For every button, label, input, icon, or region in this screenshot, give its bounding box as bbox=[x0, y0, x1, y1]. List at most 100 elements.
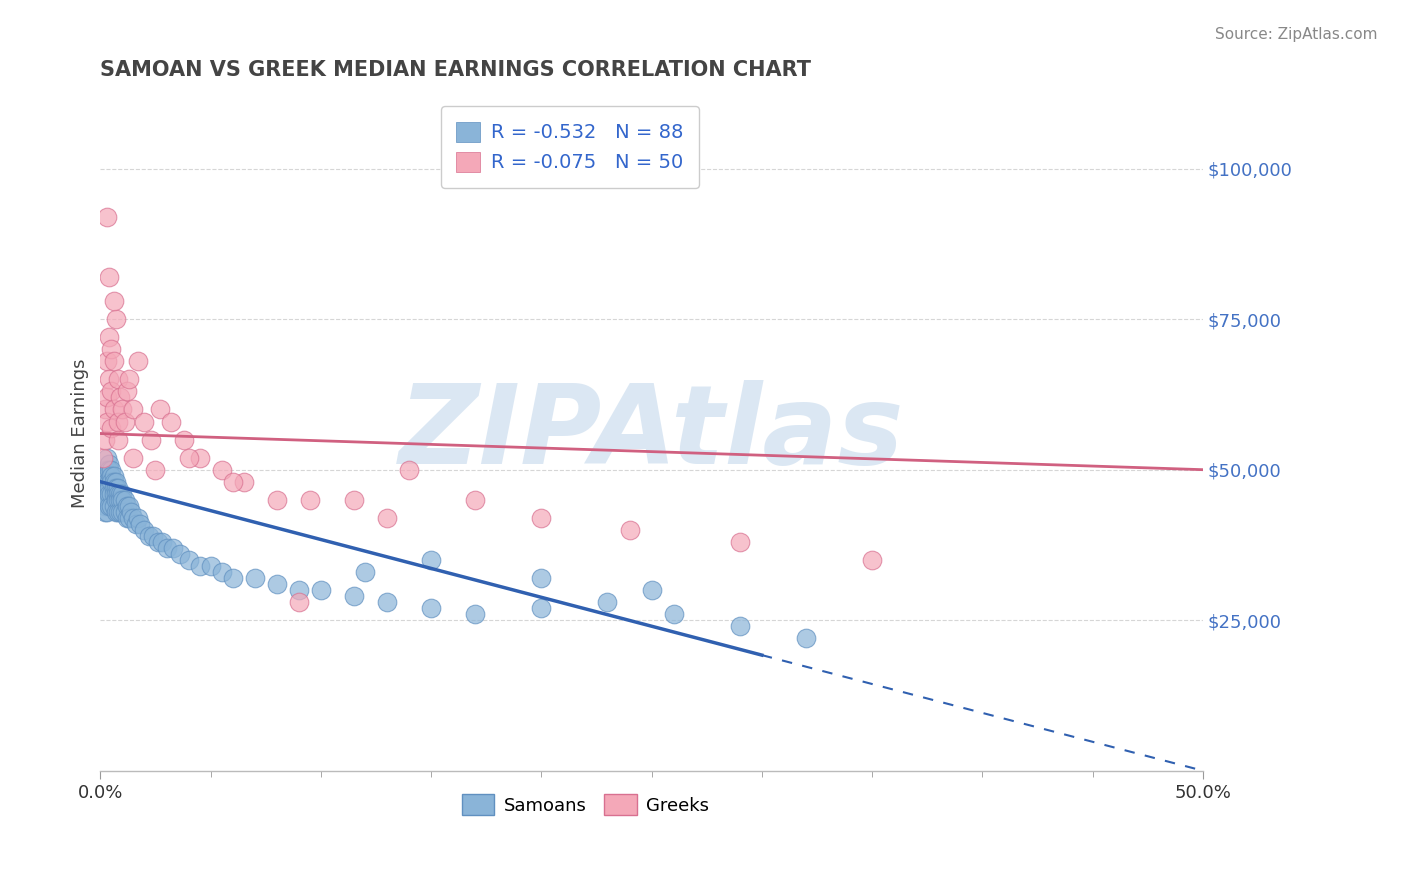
Point bbox=[96, 481, 118, 495]
Point bbox=[127, 354, 149, 368]
Point bbox=[619, 523, 641, 537]
Point bbox=[188, 450, 211, 465]
Point bbox=[596, 595, 619, 609]
Point bbox=[107, 481, 129, 495]
Point bbox=[188, 559, 211, 574]
Point bbox=[104, 312, 127, 326]
Point bbox=[108, 391, 131, 405]
Point bbox=[96, 354, 118, 368]
Point bbox=[103, 354, 125, 368]
Point bbox=[200, 559, 222, 574]
Point bbox=[94, 505, 117, 519]
Point bbox=[100, 475, 122, 489]
Text: ZIPAtlas: ZIPAtlas bbox=[399, 380, 904, 487]
Point bbox=[420, 601, 443, 615]
Point bbox=[100, 463, 122, 477]
Point bbox=[728, 535, 751, 549]
Point bbox=[104, 481, 127, 495]
Legend: Samoans, Greeks: Samoans, Greeks bbox=[454, 787, 716, 822]
Point bbox=[100, 420, 122, 434]
Point bbox=[96, 210, 118, 224]
Y-axis label: Median Earnings: Median Earnings bbox=[72, 359, 89, 508]
Point bbox=[107, 487, 129, 501]
Point bbox=[266, 577, 288, 591]
Point bbox=[114, 415, 136, 429]
Point bbox=[103, 487, 125, 501]
Point bbox=[108, 492, 131, 507]
Point bbox=[111, 505, 134, 519]
Point bbox=[398, 463, 420, 477]
Point bbox=[173, 433, 195, 447]
Point bbox=[103, 468, 125, 483]
Point bbox=[107, 505, 129, 519]
Point bbox=[94, 481, 117, 495]
Point bbox=[138, 529, 160, 543]
Point bbox=[221, 475, 243, 489]
Point bbox=[104, 487, 127, 501]
Point bbox=[127, 511, 149, 525]
Point bbox=[94, 402, 117, 417]
Text: Source: ZipAtlas.com: Source: ZipAtlas.com bbox=[1215, 27, 1378, 42]
Point bbox=[103, 294, 125, 309]
Point bbox=[232, 475, 254, 489]
Point bbox=[530, 601, 553, 615]
Point bbox=[100, 343, 122, 357]
Point bbox=[96, 415, 118, 429]
Point bbox=[145, 463, 167, 477]
Point bbox=[288, 583, 311, 598]
Point bbox=[177, 553, 200, 567]
Point bbox=[115, 384, 138, 399]
Point bbox=[100, 499, 122, 513]
Point bbox=[288, 595, 311, 609]
Point bbox=[91, 450, 114, 465]
Point bbox=[100, 468, 122, 483]
Point bbox=[177, 450, 200, 465]
Point bbox=[122, 402, 145, 417]
Point bbox=[103, 499, 125, 513]
Point bbox=[118, 499, 141, 513]
Point bbox=[640, 583, 662, 598]
Text: SAMOAN VS GREEK MEDIAN EARNINGS CORRELATION CHART: SAMOAN VS GREEK MEDIAN EARNINGS CORRELAT… bbox=[100, 60, 811, 79]
Point bbox=[122, 450, 145, 465]
Point bbox=[114, 492, 136, 507]
Point bbox=[115, 511, 138, 525]
Point bbox=[169, 547, 191, 561]
Point bbox=[211, 565, 233, 579]
Point bbox=[243, 571, 266, 585]
Point bbox=[221, 571, 243, 585]
Point bbox=[103, 481, 125, 495]
Point bbox=[96, 505, 118, 519]
Point bbox=[122, 511, 145, 525]
Point bbox=[91, 487, 114, 501]
Point bbox=[107, 492, 129, 507]
Point bbox=[146, 535, 169, 549]
Point bbox=[103, 475, 125, 489]
Point bbox=[149, 402, 172, 417]
Point bbox=[464, 607, 486, 622]
Point bbox=[94, 433, 117, 447]
Point bbox=[160, 415, 183, 429]
Point bbox=[266, 492, 288, 507]
Point bbox=[120, 505, 142, 519]
Point bbox=[104, 475, 127, 489]
Point bbox=[420, 553, 443, 567]
Point bbox=[728, 619, 751, 633]
Point bbox=[107, 433, 129, 447]
Point bbox=[860, 553, 883, 567]
Point bbox=[111, 492, 134, 507]
Point bbox=[124, 516, 146, 531]
Point bbox=[464, 492, 486, 507]
Point bbox=[139, 433, 162, 447]
Point bbox=[98, 330, 121, 344]
Point bbox=[98, 457, 121, 471]
Point bbox=[114, 505, 136, 519]
Point bbox=[108, 505, 131, 519]
Point bbox=[98, 372, 121, 386]
Point bbox=[129, 516, 152, 531]
Point bbox=[98, 487, 121, 501]
Point bbox=[142, 529, 165, 543]
Point bbox=[662, 607, 685, 622]
Point bbox=[375, 595, 398, 609]
Point bbox=[134, 415, 156, 429]
Point bbox=[111, 402, 134, 417]
